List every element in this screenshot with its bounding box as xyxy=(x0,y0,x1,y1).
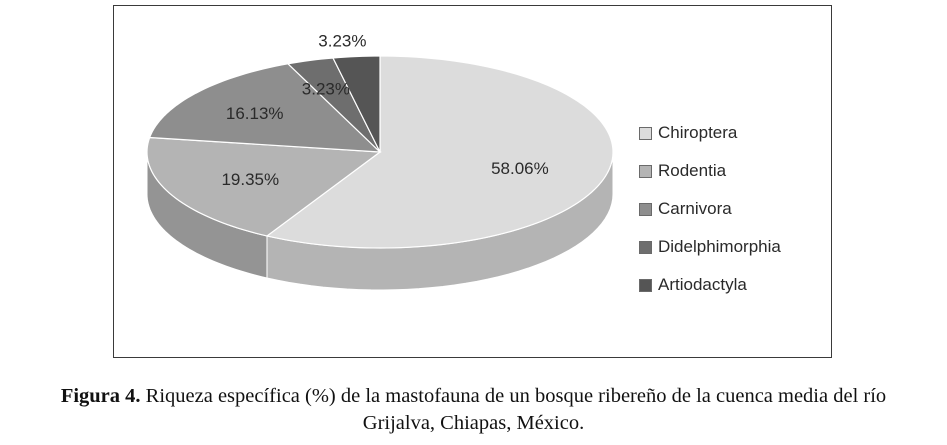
pie-data-labels: 58.06% 19.35% 16.13% 3.23% 3.23% xyxy=(221,32,548,190)
data-label-didelphimorphia: 3.23% xyxy=(302,80,350,99)
chart-legend: Chiroptera Rodentia Carnivora Didelphimorph… xyxy=(639,114,824,304)
legend-label-carnivora: Carnivora xyxy=(658,199,732,218)
caption-line-2: Grijalva, Chiapas, México. xyxy=(362,412,585,434)
legend-swatch-didelphimorphia xyxy=(639,240,652,254)
legend-swatch-artiodactyla xyxy=(639,278,652,292)
pie-slices xyxy=(146,55,614,249)
pie-slice-chiroptera xyxy=(265,55,614,249)
pie-slice-didelphimorphia xyxy=(286,57,381,153)
legend-label-artiodactyla: Artiodactyla xyxy=(658,275,747,294)
caption-line-1: Figura 4. Riqueza específica (%) de la m… xyxy=(0,383,947,410)
data-label-artiodactyla: 3.23% xyxy=(318,32,366,51)
pie-slice-carnivora xyxy=(148,63,382,153)
chart-frame: 58.06% 19.35% 16.13% 3.23% 3.23% Chiroptera R… xyxy=(113,5,832,358)
legend-item-carnivora: Carnivora xyxy=(639,190,824,228)
pie-chart: 58.06% 19.35% 16.13% 3.23% 3.23% xyxy=(146,32,614,291)
figure-caption: Figura 4. Riqueza específica (%) de la m… xyxy=(0,383,947,437)
data-label-rodentia: 19.35% xyxy=(221,170,279,189)
legend-label-rodentia: Rodentia xyxy=(658,161,727,180)
pie-slice-artiodactyla xyxy=(332,55,381,153)
legend-swatch-chiroptera xyxy=(639,126,652,140)
legend-label-didelphimorphia: Didelphimorphia xyxy=(658,237,781,256)
legend-swatch-carnivora xyxy=(639,202,652,216)
legend-item-chiroptera: Chiroptera xyxy=(639,114,824,152)
data-label-chiroptera: 58.06% xyxy=(491,159,549,178)
legend-item-artiodactyla: Artiodactyla xyxy=(639,266,824,304)
legend-item-didelphimorphia: Didelphimorphia xyxy=(639,228,824,266)
legend-label-chiroptera: Chiroptera xyxy=(658,123,738,142)
caption-label: Figura 4. xyxy=(60,385,141,407)
pie-slice-rodentia xyxy=(146,136,382,237)
data-label-carnivora: 16.13% xyxy=(226,104,284,123)
legend-item-rodentia: Rodentia xyxy=(639,152,824,190)
legend-swatch-rodentia xyxy=(639,164,652,178)
caption-text: Riqueza específica (%) de la mastofauna … xyxy=(140,385,887,407)
